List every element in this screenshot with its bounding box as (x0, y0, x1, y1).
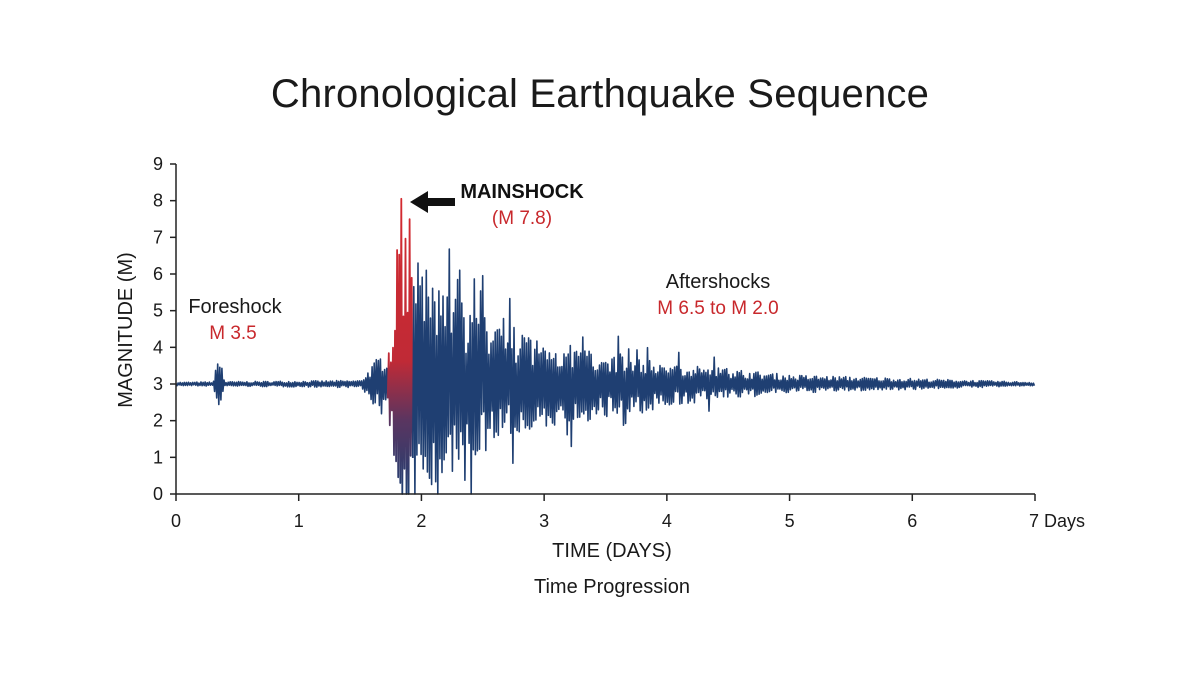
y-tick-label: 9 (153, 154, 163, 174)
axes-layer: 0 1 2 3 4 5 6 7 8 9 0 1 2 3 4 5 6 7 Days (153, 154, 1085, 531)
aftershocks-magnitude: M 6.5 to M 2.0 (657, 298, 778, 319)
mainshock-label: MAINSHOCK (460, 181, 584, 203)
y-tick-label: 5 (153, 301, 163, 321)
x-tick-label: 5 (785, 511, 795, 531)
x-tick-label: 2 (416, 511, 426, 531)
y-tick-label: 8 (153, 191, 163, 211)
mainshock-magnitude: (M 7.8) (492, 208, 552, 229)
y-tick-label: 1 (153, 447, 163, 467)
seismic-trace-mainshock (386, 197, 414, 495)
chart-title: Chronological Earthquake Sequence (270, 72, 930, 116)
seismic-trace-pre (175, 358, 389, 415)
foreshock-label: Foreshock (188, 296, 282, 318)
x-tick-label: 0 (171, 511, 181, 531)
y-tick-label: 6 (153, 264, 163, 284)
y-tick-label: 4 (153, 337, 163, 357)
seismic-trace-aftershocks (412, 248, 1036, 495)
y-tick-label: 3 (153, 374, 163, 394)
x-tick-label: 7 Days (1029, 511, 1085, 531)
y-tick-label: 2 (153, 411, 163, 431)
x-tick-label: 1 (294, 511, 304, 531)
x-tick-label: 4 (662, 511, 672, 531)
y-tick-label: 7 (153, 227, 163, 247)
y-axis-title: MAGNITUDE (M) (115, 252, 137, 408)
x-tick-label: 3 (539, 511, 549, 531)
mainshock-arrow (410, 191, 455, 213)
annotations: Foreshock M 3.5 MAINSHOCK (M 7.8) Afters… (188, 181, 778, 344)
trace-layer (175, 197, 1036, 495)
y-tick-label: 0 (153, 484, 163, 504)
foreshock-magnitude: M 3.5 (209, 323, 257, 344)
aftershocks-label: Aftershocks (666, 271, 770, 293)
x-tick-label: 6 (907, 511, 917, 531)
x-axis-title: TIME (DAYS) (552, 540, 672, 562)
chart-subtitle: Time Progression (534, 576, 690, 598)
